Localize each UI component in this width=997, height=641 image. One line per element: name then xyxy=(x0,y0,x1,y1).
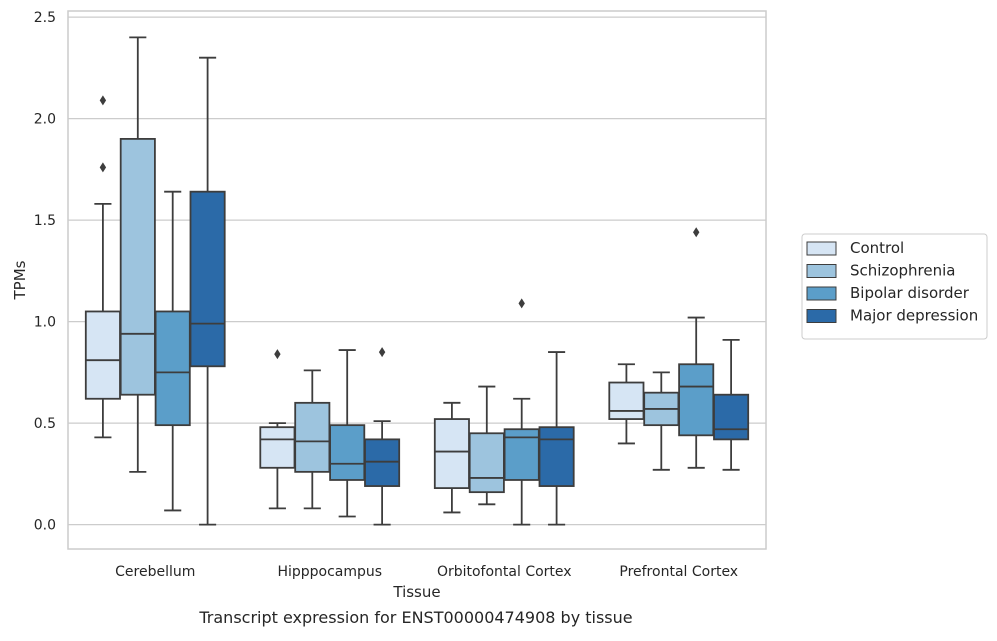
legend-swatch xyxy=(806,264,837,278)
box-control xyxy=(259,349,296,510)
legend-swatch xyxy=(806,286,837,301)
chart-caption: Transcript expression for ENST0000047490… xyxy=(198,608,632,627)
box-bipolar-disorder xyxy=(329,349,366,518)
outlier-point xyxy=(274,349,281,360)
box-schizophrenia xyxy=(294,369,331,510)
x-tick-label: Orbitofontal Cortex xyxy=(437,564,572,580)
box-schizophrenia xyxy=(468,385,505,506)
y-axis-title: TPMs xyxy=(11,260,29,300)
y-tick-labels: 0.0 0.5 1.0 1.5 2.0 2.5 xyxy=(34,10,56,534)
box-bipolar-disorder xyxy=(678,227,715,469)
box-control xyxy=(84,95,121,439)
legend-label: Major depression xyxy=(850,307,978,325)
y-tick-label: 0.0 xyxy=(34,518,56,534)
y-tick-label: 0.5 xyxy=(34,416,56,432)
box-iqr xyxy=(154,310,191,427)
x-tick-label: Hipppocampus xyxy=(277,564,382,580)
plot-frame xyxy=(67,10,767,550)
box-iqr xyxy=(538,426,575,487)
box-major-depression xyxy=(538,351,575,526)
box-iqr xyxy=(294,401,331,473)
box-iqr xyxy=(433,418,470,489)
box-bipolar-disorder xyxy=(503,298,540,526)
box-iqr xyxy=(329,424,366,481)
y-tick-label: 2.0 xyxy=(34,112,56,128)
box-schizophrenia xyxy=(643,371,680,471)
legend-swatch xyxy=(806,309,837,323)
y-tick-label: 2.5 xyxy=(34,10,56,26)
box-iqr xyxy=(189,190,226,368)
box-iqr xyxy=(84,310,121,400)
box-iqr xyxy=(259,426,296,469)
x-tick-labels: Cerebellum Hipppocampus Orbitofontal Corte… xyxy=(115,564,738,580)
outlier-point xyxy=(693,227,700,238)
legend-frame xyxy=(801,233,988,340)
x-tick-label: Cerebellum xyxy=(115,564,195,580)
box-iqr xyxy=(468,432,505,494)
outlier-point xyxy=(378,347,386,358)
box-iqr xyxy=(678,363,715,437)
box-major-depression xyxy=(713,338,750,471)
box-iqr xyxy=(119,138,156,396)
legend-label: Schizophrenia xyxy=(850,262,955,280)
box-iqr xyxy=(608,381,645,420)
box-iqr xyxy=(364,438,401,487)
box-iqr xyxy=(713,393,750,441)
box-layer xyxy=(84,36,750,526)
legend: Control Schizophrenia Bipolar disorder Majo… xyxy=(801,233,988,340)
box-major-depression xyxy=(189,56,226,526)
box-major-depression xyxy=(364,347,401,526)
legend-label: Control xyxy=(850,239,904,257)
box-control xyxy=(608,363,645,445)
outlier-point xyxy=(99,162,107,173)
y-tick-label: 1.5 xyxy=(34,213,56,229)
box-bipolar-disorder xyxy=(154,190,191,512)
legend-label: Bipolar disorder xyxy=(850,284,970,302)
y-tick-label: 1.0 xyxy=(34,315,56,331)
outlier-point xyxy=(99,95,107,106)
legend-swatch xyxy=(806,241,837,256)
x-tick-label: Prefrontal Cortex xyxy=(619,564,738,580)
box-schizophrenia xyxy=(119,36,156,473)
box-control xyxy=(433,401,470,514)
x-axis-title: Tissue xyxy=(392,583,440,601)
outlier-point xyxy=(518,298,525,309)
